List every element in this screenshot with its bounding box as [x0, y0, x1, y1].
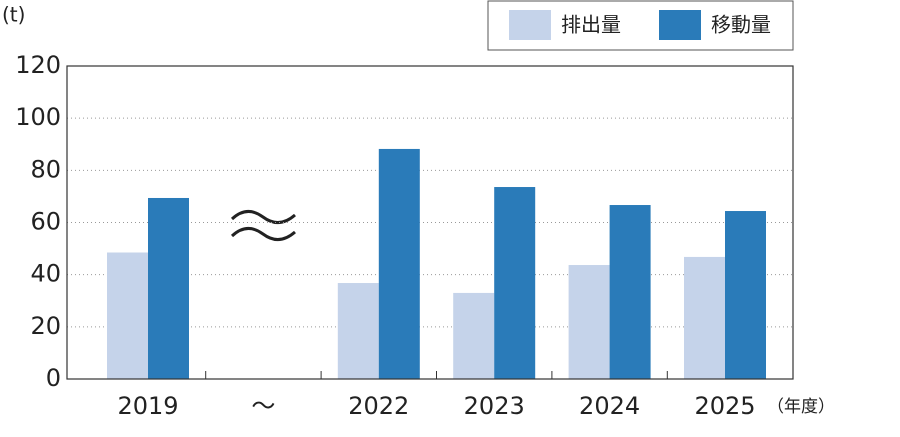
legend-label: 排出量 [561, 13, 621, 37]
x-tick-label: 2024 [579, 392, 640, 420]
y-tick-label: 40 [30, 260, 61, 288]
legend-swatch [509, 10, 551, 40]
x-tick-label: 2023 [464, 392, 525, 420]
plot-frame [66, 65, 794, 380]
y-axis-unit: (t) [2, 3, 25, 27]
bar [609, 205, 651, 379]
y-tick-label: 60 [30, 208, 61, 236]
bar [494, 187, 536, 379]
x-axis-unit: （年度） [767, 397, 835, 417]
y-tick-label: 120 [15, 51, 61, 79]
y-tick-label: 0 [46, 364, 61, 392]
bar [684, 256, 725, 379]
legend-label: 移動量 [711, 13, 771, 37]
x-tick-label: 2025 [694, 392, 755, 420]
y-tick-label: 80 [30, 155, 61, 183]
x-tick-label: 〜 [251, 392, 275, 420]
bar [337, 283, 379, 379]
y-tick-label: 100 [15, 103, 61, 131]
x-tick-label: 2019 [117, 392, 178, 420]
break-wave [230, 210, 296, 224]
axis-break [230, 210, 296, 241]
bar [725, 211, 766, 379]
bar [107, 252, 148, 379]
legend-swatch [659, 10, 701, 40]
y-tick-label: 20 [30, 312, 61, 340]
x-tick-label: 2022 [348, 392, 409, 420]
bar [148, 197, 189, 379]
bar [378, 148, 420, 379]
bar [453, 292, 495, 379]
break-wave [230, 227, 296, 241]
bar [568, 265, 610, 379]
